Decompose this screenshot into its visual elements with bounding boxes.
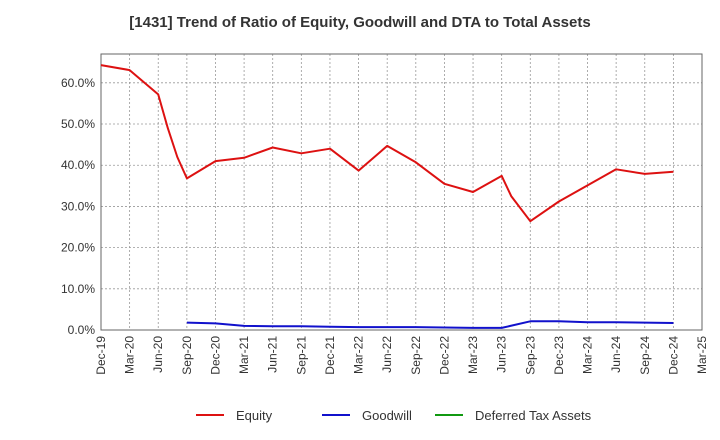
y-tick-label: 10.0% — [61, 282, 95, 296]
x-tick-label: Jun-22 — [380, 336, 394, 373]
x-tick-label: Dec-23 — [552, 336, 566, 375]
x-tick-label: Mar-21 — [237, 336, 251, 374]
x-tick-label: Jun-21 — [266, 336, 280, 373]
y-tick-label: 40.0% — [61, 158, 95, 172]
series-line-goodwill — [186, 320, 674, 329]
x-tick-label: Sep-23 — [523, 336, 537, 375]
series-lines — [100, 64, 674, 329]
legend-label-goodwill: Goodwill — [362, 408, 412, 423]
x-tick-label: Dec-24 — [666, 336, 680, 375]
x-tick-label: Jun-20 — [151, 336, 165, 373]
plot-area-frame — [100, 53, 703, 331]
x-tick-label: Mar-22 — [352, 336, 366, 374]
legend: Equity Goodwill Deferred Tax Assets — [196, 408, 592, 423]
y-tick-label: 30.0% — [61, 199, 95, 213]
chart-title: [1431] Trend of Ratio of Equity, Goodwil… — [129, 14, 591, 31]
x-tick-label: Dec-19 — [94, 336, 108, 375]
grid-lines — [100, 54, 703, 331]
x-tick-label: Mar-24 — [581, 336, 595, 374]
x-tick-label: Sep-20 — [180, 336, 194, 375]
y-tick-label: 50.0% — [61, 117, 95, 131]
x-tick-label: Dec-20 — [208, 336, 222, 375]
x-tick-label: Jun-23 — [495, 336, 509, 373]
y-tick-label: 0.0% — [68, 323, 96, 337]
x-tick-label: Jun-24 — [609, 336, 623, 373]
x-tick-label: Mar-20 — [123, 336, 137, 374]
legend-label-equity: Equity — [236, 408, 273, 423]
x-axis-ticks: Dec-19 Mar-20 Jun-20 Sep-20 Dec-20 Mar-21 Jun-… — [94, 336, 709, 375]
legend-label-deferred-tax-assets: Deferred Tax Assets — [475, 408, 592, 423]
y-tick-label: 60.0% — [61, 76, 95, 90]
x-tick-label: Sep-24 — [638, 336, 652, 375]
y-tick-label: 20.0% — [61, 241, 95, 255]
x-tick-label: Mar-23 — [466, 336, 480, 374]
y-axis-ticks: 0.0% 10.0% 20.0% 30.0% 40.0% 50.0% 60.0% — [61, 76, 95, 337]
x-tick-label: Dec-22 — [437, 336, 451, 375]
x-tick-label: Sep-22 — [409, 336, 423, 375]
x-tick-label: Mar-25 — [695, 336, 709, 374]
series-line-equity — [100, 64, 674, 223]
x-tick-label: Dec-21 — [323, 336, 337, 375]
x-tick-label: Sep-21 — [294, 336, 308, 375]
